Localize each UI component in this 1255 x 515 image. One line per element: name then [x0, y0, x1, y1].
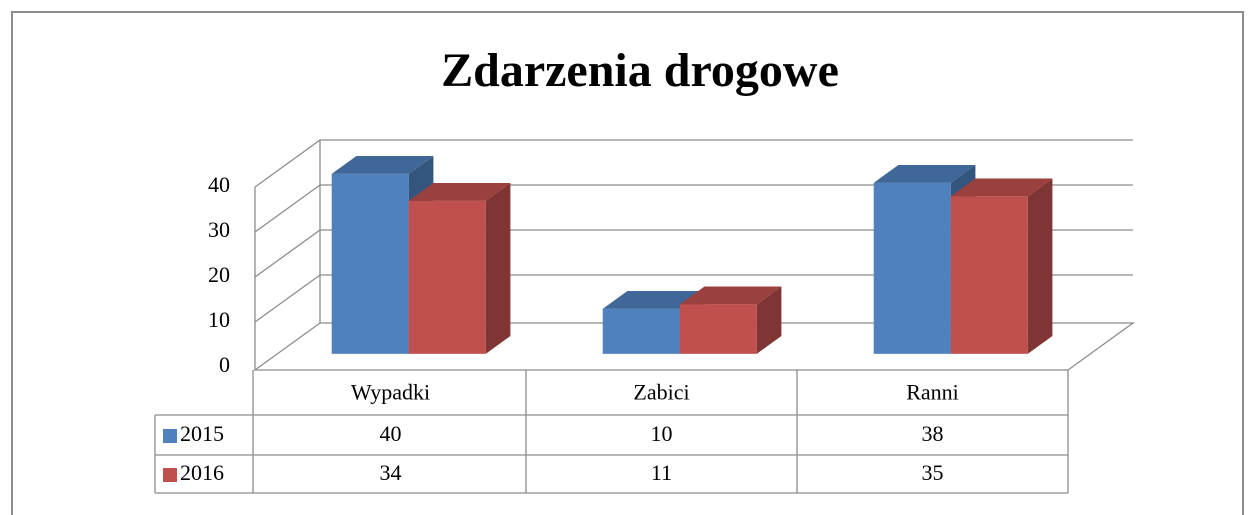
- data-label: 38: [922, 421, 944, 446]
- bar-top: [408, 182, 511, 201]
- legend-swatch: [163, 429, 177, 443]
- chart-title: Zdarzenia drogowe: [441, 44, 839, 97]
- data-label: 34: [380, 460, 402, 485]
- legend-swatch: [163, 468, 177, 482]
- bar-top: [331, 155, 434, 174]
- data-label: 35: [922, 460, 944, 485]
- legend-label: 2015: [180, 421, 224, 446]
- y-tick-label: 30: [208, 217, 230, 242]
- bar-top: [950, 178, 1053, 197]
- y-tick-label: 0: [219, 352, 230, 377]
- x-tick-label: Wypadki: [351, 380, 430, 405]
- legend-label: 2016: [180, 460, 224, 485]
- bar: [873, 182, 951, 354]
- bar-top: [602, 290, 705, 309]
- bar: [408, 200, 486, 354]
- bar-top: [873, 164, 976, 183]
- y-tick-label: 10: [208, 307, 230, 332]
- bar-side: [756, 286, 782, 354]
- x-tick-label: Zabici: [633, 380, 689, 405]
- bar: [950, 196, 1028, 354]
- bar: [331, 173, 409, 354]
- y-tick-label: 20: [208, 262, 230, 287]
- bar: [679, 304, 757, 354]
- bar: [602, 308, 680, 354]
- y-tick-label: 40: [208, 172, 230, 197]
- data-label: 40: [380, 421, 402, 446]
- bar-side: [1027, 178, 1053, 354]
- bar-side: [485, 182, 511, 354]
- bar-top: [679, 286, 782, 305]
- data-label: 10: [651, 421, 673, 446]
- data-label: 11: [651, 460, 672, 485]
- x-tick-label: Ranni: [906, 380, 959, 405]
